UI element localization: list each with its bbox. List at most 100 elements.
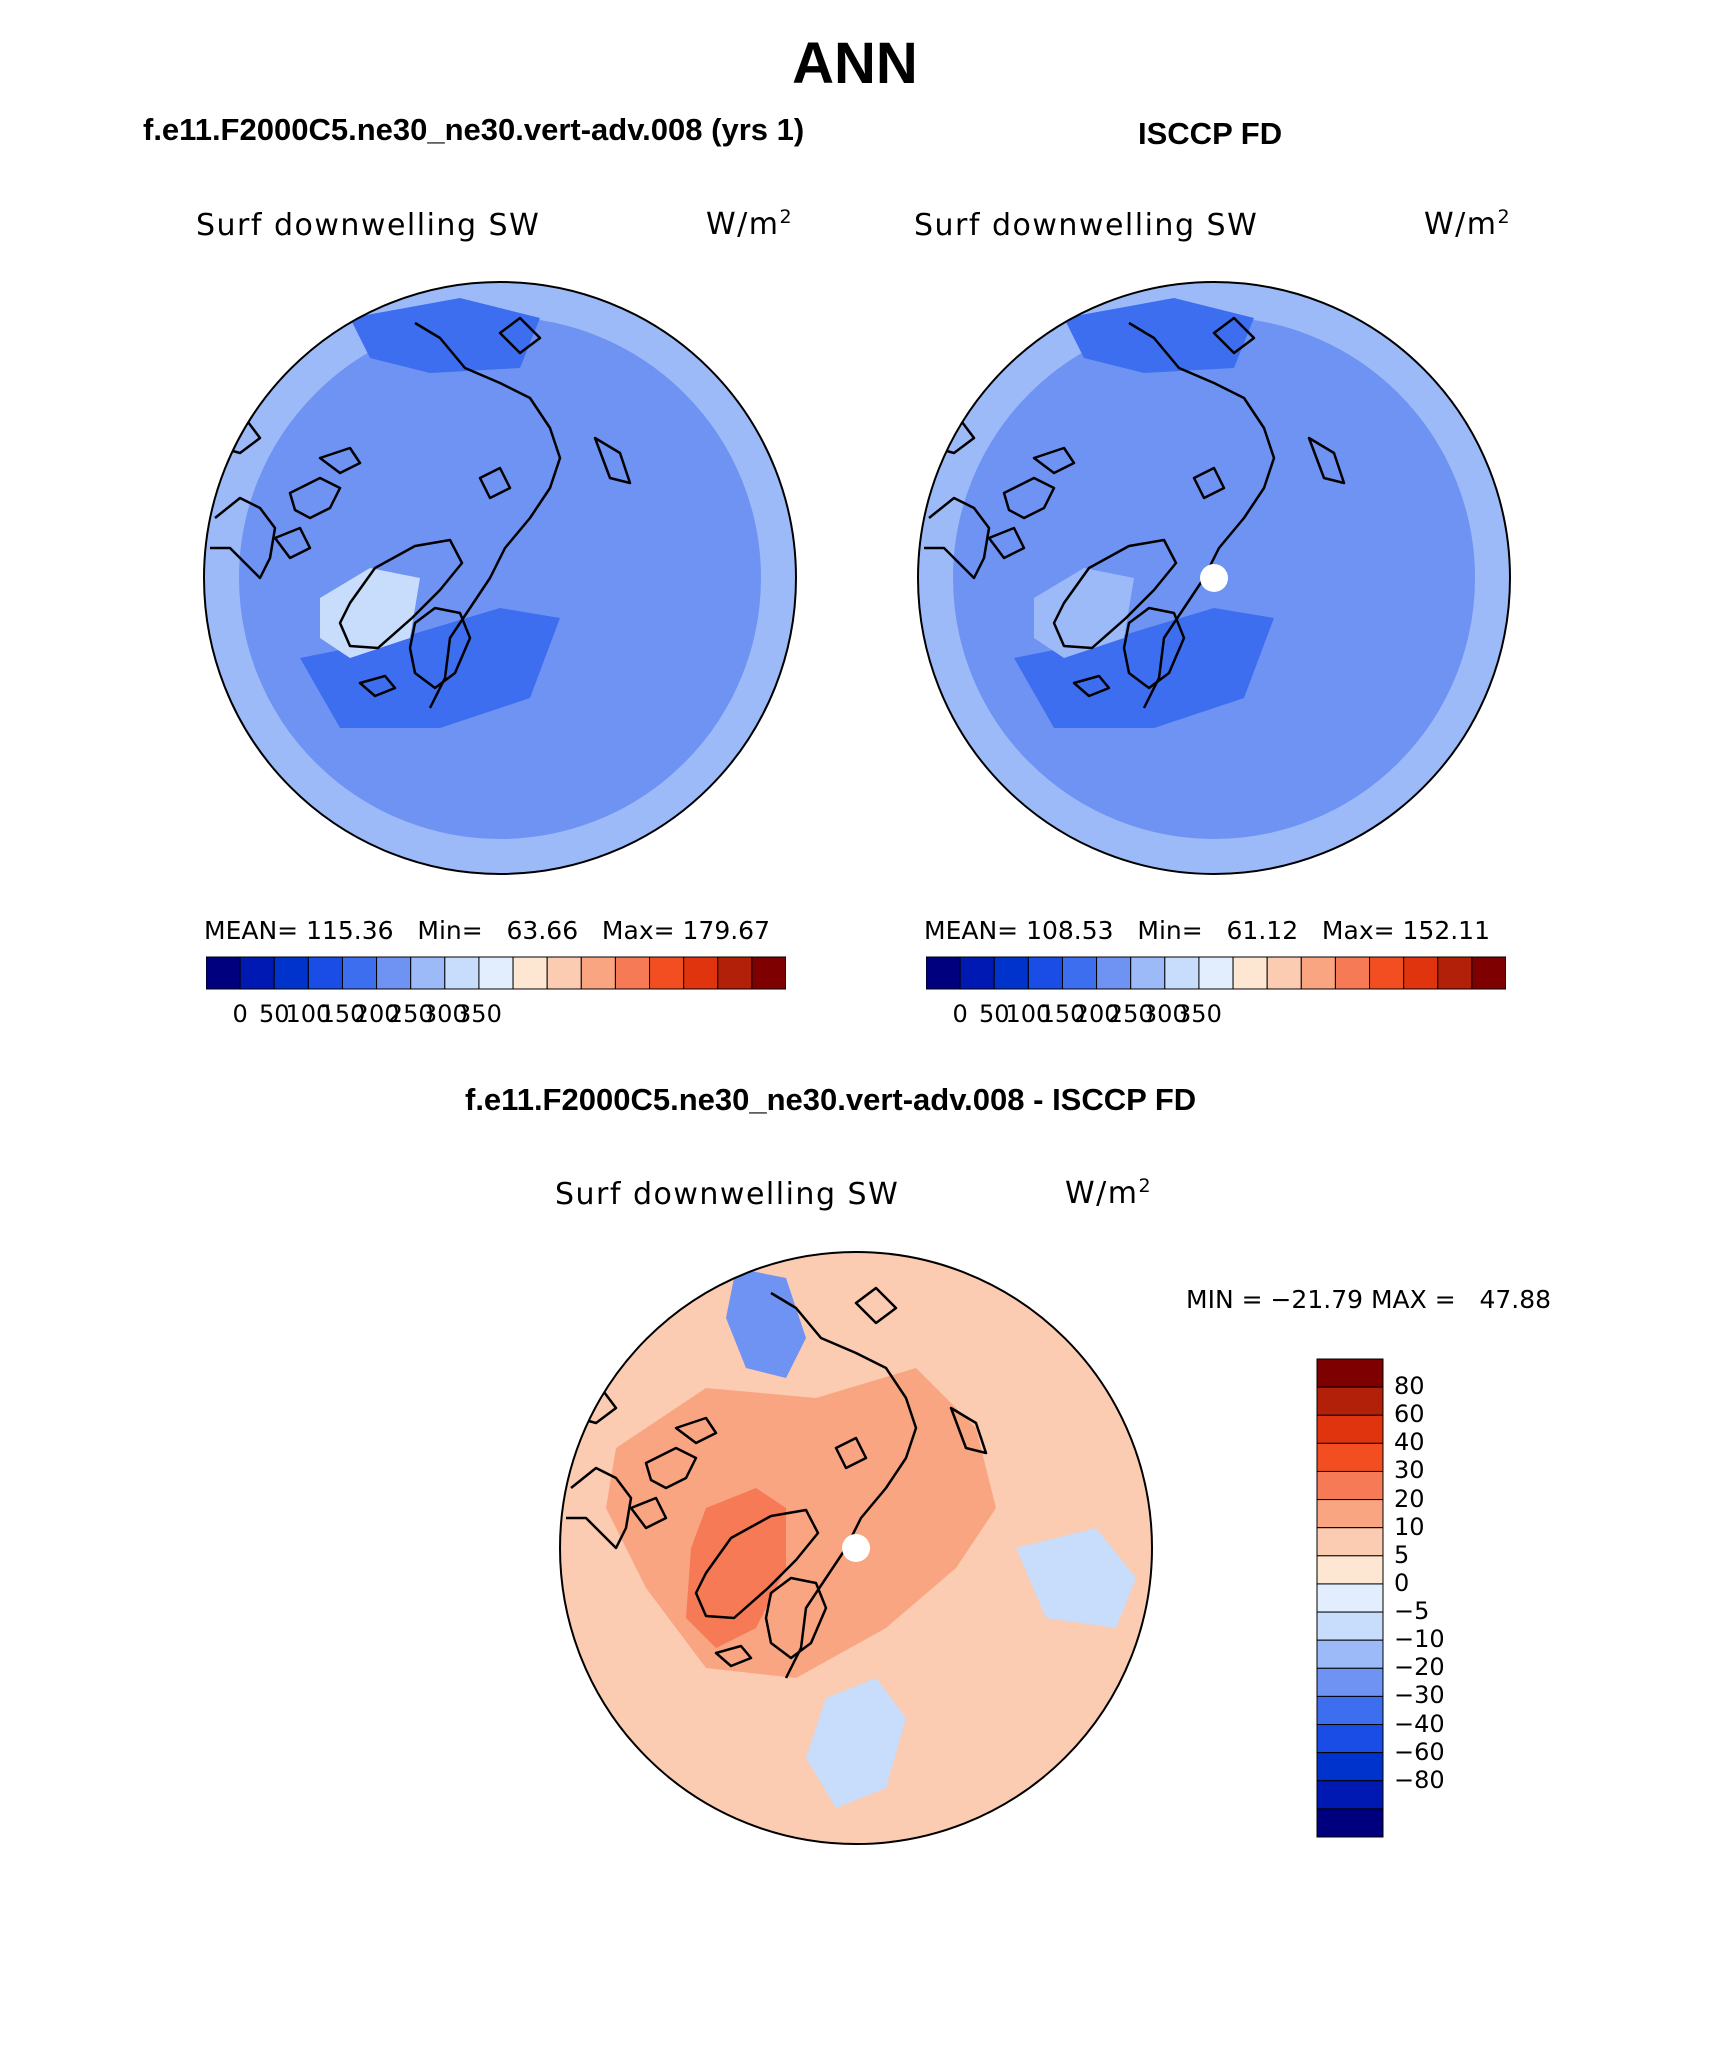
model-colorbar-box <box>512 956 548 990</box>
coastline <box>1128 321 1276 709</box>
obs-colorbar-box <box>1403 956 1439 990</box>
diff-pole-mask <box>842 1534 870 1562</box>
model-case-label: f.e11.F2000C5.ne30_ne30.vert-adv.008 (yr… <box>143 112 805 147</box>
obs-colorbar-box <box>1334 956 1371 990</box>
model-colorbar-box <box>683 956 719 990</box>
diff-colorbar-tick-label: −60 <box>1394 1737 1445 1766</box>
obs-colorbar-box <box>993 956 1029 990</box>
diff-map-border <box>559 1251 1153 1845</box>
model-colorbar-box <box>410 956 446 990</box>
diff-colorbar-tick-label: −5 <box>1394 1597 1430 1626</box>
model-colorbar-box <box>614 956 651 990</box>
obs-variable-label: Surf downwelling SW <box>914 208 1259 243</box>
obs-colorbar-box <box>1164 956 1200 990</box>
diff-colorbar-box <box>1316 1695 1384 1726</box>
model-variable-label: Surf downwelling SW <box>196 208 541 243</box>
model-colorbar-box <box>580 956 616 990</box>
model-colorbar-tick-label: 150 <box>319 1000 366 1028</box>
model-map-border <box>203 281 797 875</box>
diff-polar-map <box>559 1251 1153 1845</box>
diff-colorbar-box <box>1316 1527 1384 1557</box>
diff-colorbar-box <box>1316 1386 1384 1416</box>
model-dark-region <box>300 608 560 728</box>
diff-colorbar-box <box>1316 1358 1384 1388</box>
diff-colorbar-tick-label: 5 <box>1394 1540 1410 1569</box>
coastline <box>273 446 362 560</box>
diff-colorbar-box <box>1316 1752 1384 1782</box>
coastline <box>338 538 464 650</box>
diff-colorbar-tick-label: 0 <box>1394 1568 1410 1597</box>
coastline <box>629 1416 718 1530</box>
coastline <box>1052 538 1178 650</box>
model-colorbar-box <box>206 956 241 990</box>
obs-colorbar-tick-label: 100 <box>1005 1000 1052 1028</box>
model-colorbar-tick-label: 250 <box>387 1000 434 1028</box>
obs-colorbar-tick-label: 0 <box>952 1000 968 1028</box>
obs-pole-mask <box>1200 564 1228 592</box>
coastline <box>358 674 397 698</box>
diff-hot-region <box>686 1488 786 1648</box>
diff-colorbar-box <box>1316 1639 1384 1669</box>
diff-colorbar-box <box>1316 1808 1384 1838</box>
model-colorbar-box <box>307 956 343 990</box>
obs-stats: MEAN= 108.53 Min= 61.12 Max= 152.11 <box>924 916 1490 945</box>
model-colorbar-box <box>341 956 378 990</box>
diff-colorbar-tick-label: −10 <box>1394 1625 1445 1654</box>
diff-colorbar-tick-label: 30 <box>1394 1456 1425 1485</box>
diff-minmax: MIN = −21.79 MAX = 47.88 <box>1186 1285 1552 1314</box>
obs-colorbar-box <box>1232 956 1268 990</box>
obs-dark-region <box>1064 298 1254 373</box>
figure-title: ANN <box>792 31 918 96</box>
obs-units-label: W/m2 <box>1424 206 1512 242</box>
obs-colorbar-box <box>1266 956 1302 990</box>
obs-colorbar-box <box>1300 956 1336 990</box>
model-coastlines <box>210 316 632 709</box>
model-colorbar-ticks: 0 50 100 150 200 250 300 350 <box>206 1000 786 1030</box>
model-map-fill <box>204 282 796 874</box>
model-colorbar-tick-label: 350 <box>456 1000 502 1028</box>
coastline <box>210 496 277 580</box>
coastline <box>478 316 542 500</box>
obs-colorbar-box <box>926 956 961 990</box>
obs-colorbar-tick-label: 300 <box>1141 1000 1188 1028</box>
diff-variable-label: Surf downwelling SW <box>555 1177 900 1212</box>
diff-colorbar-tick-label: −30 <box>1394 1681 1445 1710</box>
diff-colorbar-box <box>1316 1583 1384 1613</box>
coastline <box>764 1576 828 1660</box>
diff-colorbar-tick-label: 40 <box>1394 1428 1425 1457</box>
model-colorbar <box>206 956 786 990</box>
obs-colorbar-tick-label: 50 <box>978 1000 1010 1028</box>
model-colorbar-box <box>273 956 309 990</box>
obs-colorbar-tick-label: 200 <box>1073 1000 1120 1028</box>
model-colorbar-tick-label: 200 <box>353 1000 400 1028</box>
diff-coastlines <box>566 1286 988 1679</box>
diff-colorbar-tick-label: −20 <box>1394 1653 1445 1682</box>
coastline <box>414 321 562 709</box>
coastline <box>566 1466 633 1550</box>
obs-polar-map <box>917 281 1511 875</box>
obs-colorbar-box <box>1437 956 1473 990</box>
diff-case-label: f.e11.F2000C5.ne30_ne30.vert-adv.008 - I… <box>465 1082 1197 1117</box>
model-colorbar-tick-label: 0 <box>232 1000 248 1028</box>
coastline <box>924 496 991 580</box>
diff-colorbar-box <box>1316 1555 1384 1585</box>
coastline <box>1307 436 1346 485</box>
model-dark-region <box>350 298 540 373</box>
diff-colorbar-box <box>1316 1780 1384 1810</box>
model-colorbar-tick-label: 300 <box>421 1000 468 1028</box>
diff-colorbar-box <box>1316 1499 1384 1529</box>
diff-colorbar-tick-label: 60 <box>1394 1400 1425 1429</box>
coastline <box>834 1286 898 1470</box>
obs-colorbar-box <box>1096 956 1132 990</box>
diff-colorbar-box <box>1316 1667 1384 1697</box>
diff-negative-region <box>726 1268 806 1378</box>
diff-colorbar-tick-label: 80 <box>1394 1372 1425 1401</box>
coastline <box>770 1291 918 1679</box>
coastline <box>1122 606 1186 690</box>
model-units-label: W/m2 <box>706 206 794 242</box>
obs-colorbar-box <box>1130 956 1166 990</box>
coastline <box>949 1406 988 1455</box>
obs-colorbar-ticks: 0 50 100 150 200 250 300 350 <box>926 1000 1506 1030</box>
coastline <box>408 606 472 690</box>
diff-colorbar-tick-label: 20 <box>1394 1484 1425 1513</box>
